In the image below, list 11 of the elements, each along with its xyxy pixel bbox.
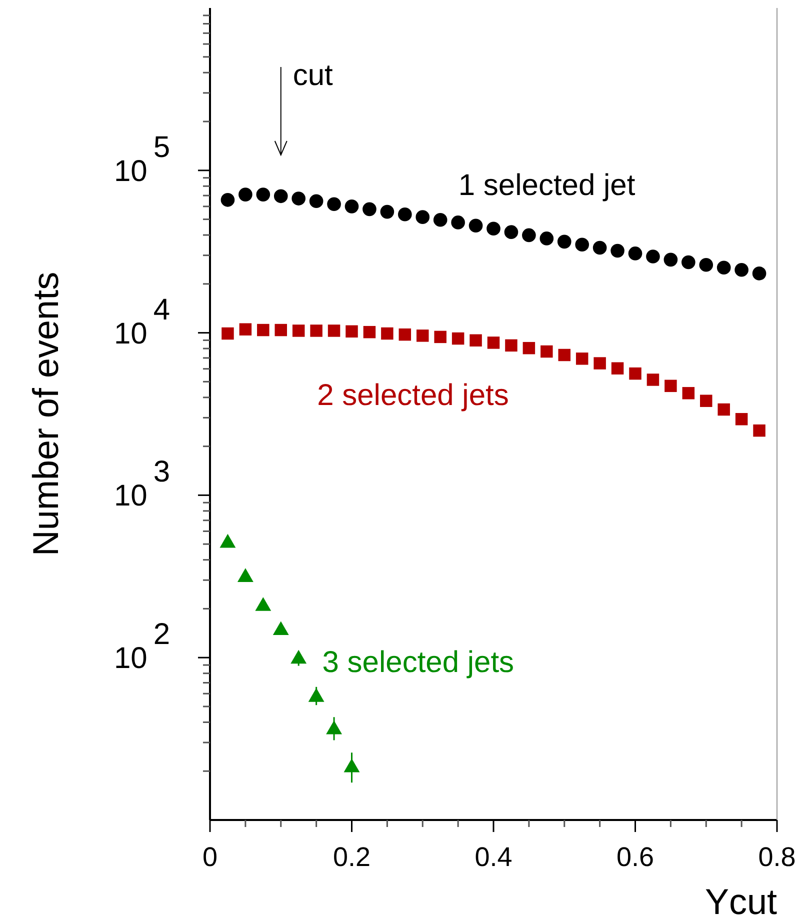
annotation: cut <box>292 59 334 92</box>
series-label: 1 selected jet <box>458 168 636 202</box>
x-tick-label: 0 <box>202 842 218 872</box>
y-axis-title: Number of events <box>25 272 66 556</box>
x-tick-label: 0.4 <box>474 842 512 872</box>
x-axis-title: Ycut <box>704 881 777 918</box>
series-label: 3 selected jets <box>322 646 514 680</box>
x-tick-label: 0.6 <box>616 842 654 872</box>
x-tick-label: 0.2 <box>332 842 371 872</box>
series-label: 2 selected jets <box>317 379 509 412</box>
x-tick-label: 0.8 <box>758 842 796 872</box>
